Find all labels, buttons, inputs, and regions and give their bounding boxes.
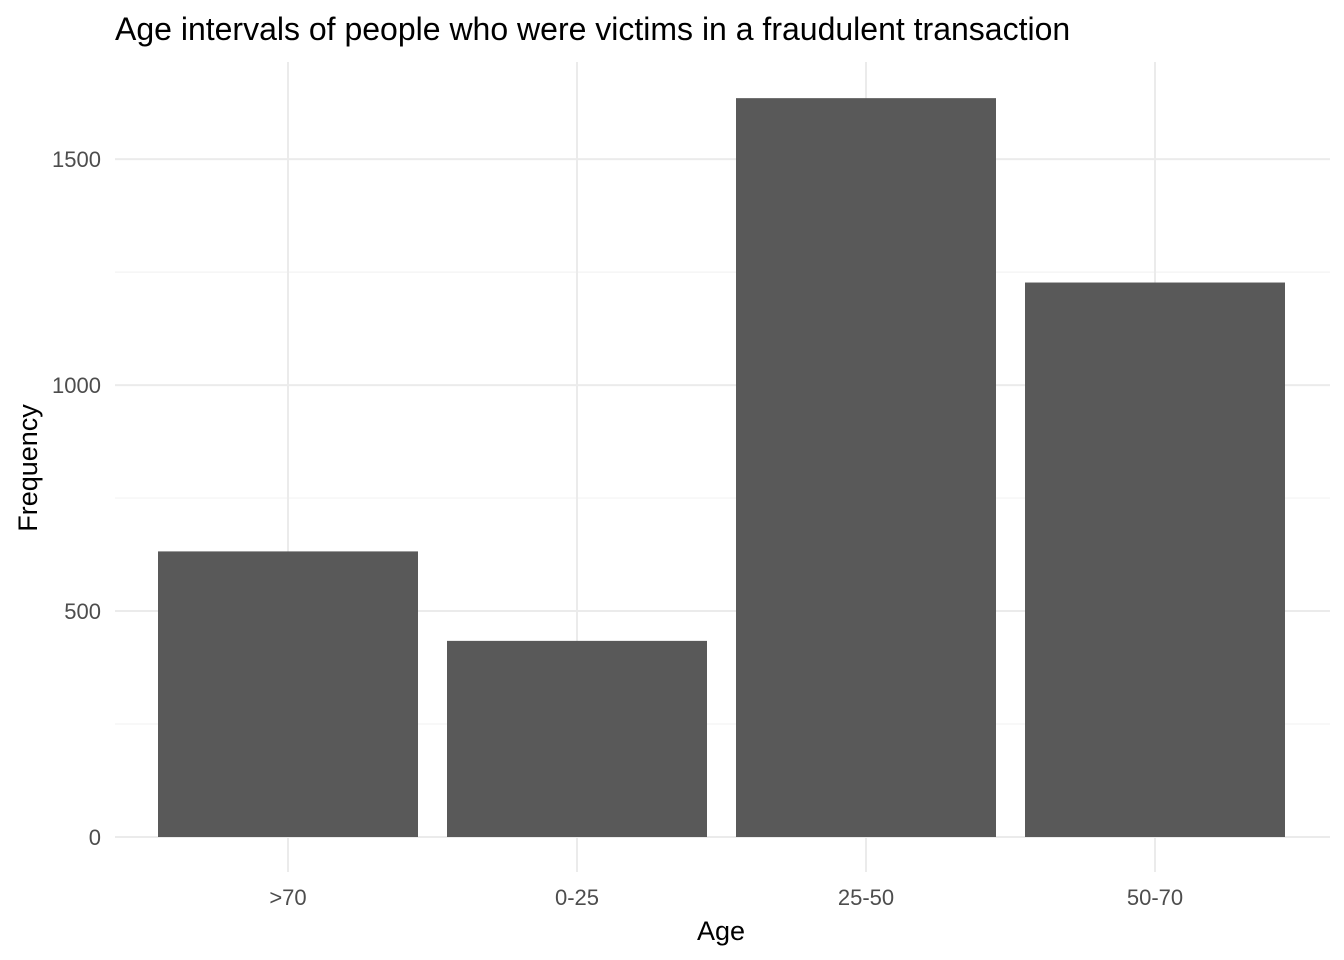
- x-tick-label: >70: [269, 885, 306, 910]
- x-tick-label: 50-70: [1127, 885, 1183, 910]
- y-axis-ticks: 0 500 1000 1500: [52, 147, 101, 850]
- bar: [1025, 282, 1285, 837]
- y-tick-label: 1500: [52, 147, 101, 172]
- bars: [158, 98, 1285, 837]
- bar: [736, 98, 996, 837]
- chart-title: Age intervals of people who were victims…: [115, 11, 1070, 47]
- y-tick-label: 500: [64, 599, 101, 624]
- y-axis-title: Frequency: [13, 404, 43, 532]
- x-tick-label: 25-50: [838, 885, 894, 910]
- x-tick-label: 0-25: [555, 885, 599, 910]
- x-axis-ticks: >70 0-25 25-50 50-70: [269, 885, 1183, 910]
- y-tick-label: 1000: [52, 373, 101, 398]
- y-tick-label: 0: [89, 825, 101, 850]
- bar: [447, 640, 707, 837]
- x-axis-title: Age: [697, 916, 745, 946]
- bar: [158, 551, 418, 837]
